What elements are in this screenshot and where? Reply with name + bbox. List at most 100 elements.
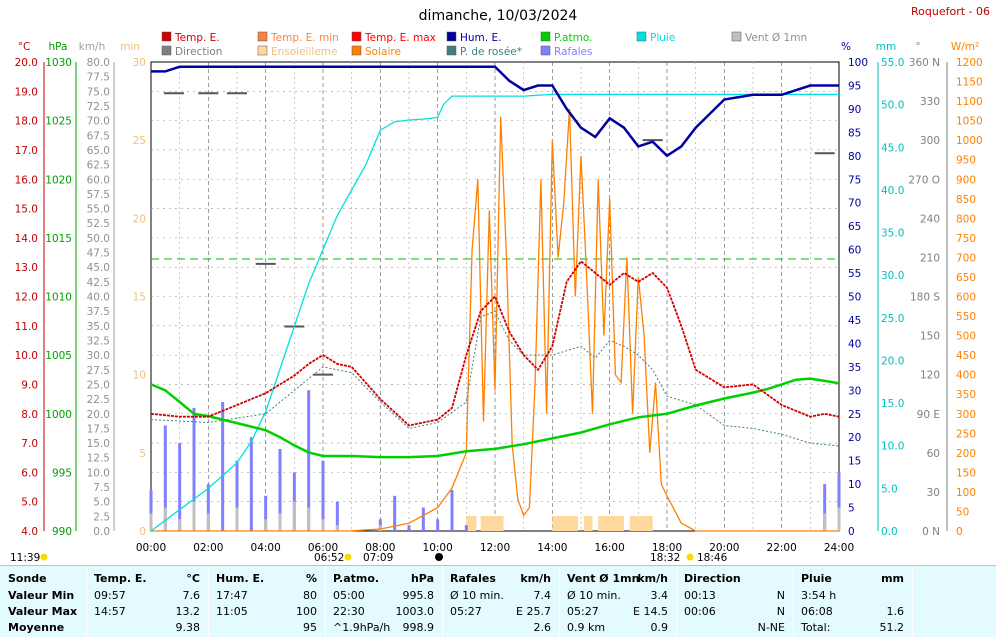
axis-unit-label: °: [915, 41, 920, 53]
pressure-tick-label: 990: [52, 526, 72, 538]
legend-label: Temp. E. max: [364, 32, 436, 44]
solar-tick-label: 1000: [956, 135, 983, 147]
table-cell: 0.9: [650, 621, 669, 634]
wind-tick-label: 37.5: [87, 306, 110, 318]
sun-tick-label: 25: [133, 135, 146, 147]
sunshine-bar: [480, 516, 504, 531]
temp-tick-label: 16.0: [15, 174, 38, 186]
table-cell: 00:13: [684, 589, 716, 602]
legend-swatch: [257, 45, 268, 56]
temp-tick-label: 9.0: [21, 379, 38, 391]
table-cell: N-NE: [757, 621, 785, 634]
table-unit: mm: [881, 572, 904, 585]
table-row-label: Valeur Min: [8, 589, 75, 602]
temp-tick-label: 8.0: [21, 409, 38, 421]
sunrise-time-2: 07:09: [363, 552, 393, 564]
solar-tick-label: 200: [956, 448, 976, 460]
solar-tick-label: 600: [956, 292, 976, 304]
table-cell: N: [776, 605, 785, 618]
wind-tick-label: 2.5: [93, 511, 110, 523]
humidity-tick-label: 70: [848, 198, 861, 210]
legend-label: P.atmo.: [554, 32, 592, 44]
table-cell: 995.8: [402, 589, 435, 602]
wind-tick-label: 55.0: [87, 204, 110, 216]
table-cell: 06:08: [801, 605, 833, 618]
sun-icon: [686, 553, 694, 561]
direction-tick-label: 90 E: [917, 409, 940, 421]
table-cell: 05:00: [333, 589, 365, 602]
solar-tick-label: 500: [956, 331, 976, 343]
wind-tick-label: 0.0: [93, 526, 110, 538]
temp-tick-label: 18.0: [15, 116, 38, 128]
table-header: Hum. E.: [216, 572, 265, 585]
sunrise-time: 06:52: [314, 552, 344, 564]
humidity-tick-label: 90: [848, 104, 861, 116]
table-cell: N: [776, 589, 785, 602]
direction-tick-label: 60: [927, 448, 940, 460]
table-cell: 17:47: [216, 589, 248, 602]
rain-tick-label: 45.0: [881, 142, 904, 154]
temp-tick-label: 5.0: [21, 497, 38, 509]
time-tick-label: 18:00: [652, 542, 682, 554]
wind-tick-label: 35.0: [87, 321, 110, 333]
legend-label: P. de rosée*: [460, 46, 522, 58]
humidity-tick-label: 5: [848, 503, 855, 515]
wind-tick-label: 27.5: [87, 365, 110, 377]
table-cell: 998.9: [402, 621, 435, 634]
table-cell: 100: [296, 605, 317, 618]
pressure-tick-label: 1005: [45, 350, 72, 362]
legend-swatch: [540, 31, 551, 42]
direction-tick-label: 270 O: [908, 174, 940, 186]
dewpoint-line: [150, 310, 840, 447]
wind-tick-label: 15.0: [87, 438, 110, 450]
table-column: P.atmo. hPa 05:00 995.8 22:30 1003.0 ^1.9hPa/h…: [325, 566, 443, 637]
rain-tick-label: 35.0: [881, 228, 904, 240]
table-column: Vent Ø 1mn km/h Ø 10 min. 3.4 05:27 E 14.5 0.9…: [559, 566, 677, 637]
humidity-tick-label: 30: [848, 385, 861, 397]
sun-tick-label: 30: [133, 57, 146, 69]
pressure-tick-label: 1030: [45, 57, 72, 69]
table-header: Direction: [684, 572, 741, 585]
table-column: Temp. E. °C 09:57 7.6 14:57 13.2 9.38: [86, 566, 209, 637]
direction-tick-label: 120: [920, 370, 940, 382]
sunset-time-2: 18:32: [650, 552, 680, 564]
sun-tick-label: 20: [133, 213, 146, 225]
legend-swatch: [351, 31, 362, 42]
summary-table: Sonde Valeur Min Valeur Max Moyenne Temp. E.…: [0, 565, 996, 637]
solar-tick-label: 750: [956, 233, 976, 245]
temp-tick-label: 4.0: [21, 526, 38, 538]
table-cell: 1003.0: [395, 605, 435, 618]
humidity-tick-label: 60: [848, 245, 861, 257]
table-cell: 3.4: [650, 589, 669, 602]
humidity-tick-label: 20: [848, 432, 861, 444]
legend-swatch: [731, 31, 742, 42]
wind-tick-label: 67.5: [87, 130, 110, 142]
time-tick-label: 08:00: [365, 542, 395, 554]
sunshine-bar: [583, 516, 593, 531]
sun-icon: [344, 553, 352, 561]
wind-tick-label: 32.5: [87, 335, 110, 347]
table-column: Pluie mm 3:54 h 06:08 1.6 Total: 51.2: [793, 566, 913, 637]
wind-tick-label: 17.5: [87, 423, 110, 435]
solar-tick-label: 300: [956, 409, 976, 421]
table-cell: 05:27: [567, 605, 599, 618]
solar-tick-label: 1100: [956, 96, 983, 108]
direction-tick-label: 240: [920, 213, 940, 225]
table-cell: 7.6: [182, 589, 201, 602]
time-tick-label: 16:00: [595, 542, 625, 554]
new-moon-icon: [435, 553, 443, 561]
legend-label: Solaire: [365, 46, 401, 58]
wind-tick-label: 12.5: [87, 453, 110, 465]
temperature-line: [150, 259, 840, 427]
temp-tick-label: 14.0: [15, 233, 38, 245]
legend-label: Direction: [175, 46, 222, 58]
wind-tick-label: 45.0: [87, 262, 110, 274]
direction-tick-label: 210: [920, 252, 940, 264]
legend-swatch: [540, 45, 551, 56]
pressure-line: [150, 377, 840, 459]
humidity-tick-label: 95: [848, 80, 861, 92]
wind-tick-label: 10.0: [87, 467, 110, 479]
chart-title: dimanche, 10/03/2024: [419, 8, 578, 24]
direction-tick-label: 30: [927, 487, 940, 499]
